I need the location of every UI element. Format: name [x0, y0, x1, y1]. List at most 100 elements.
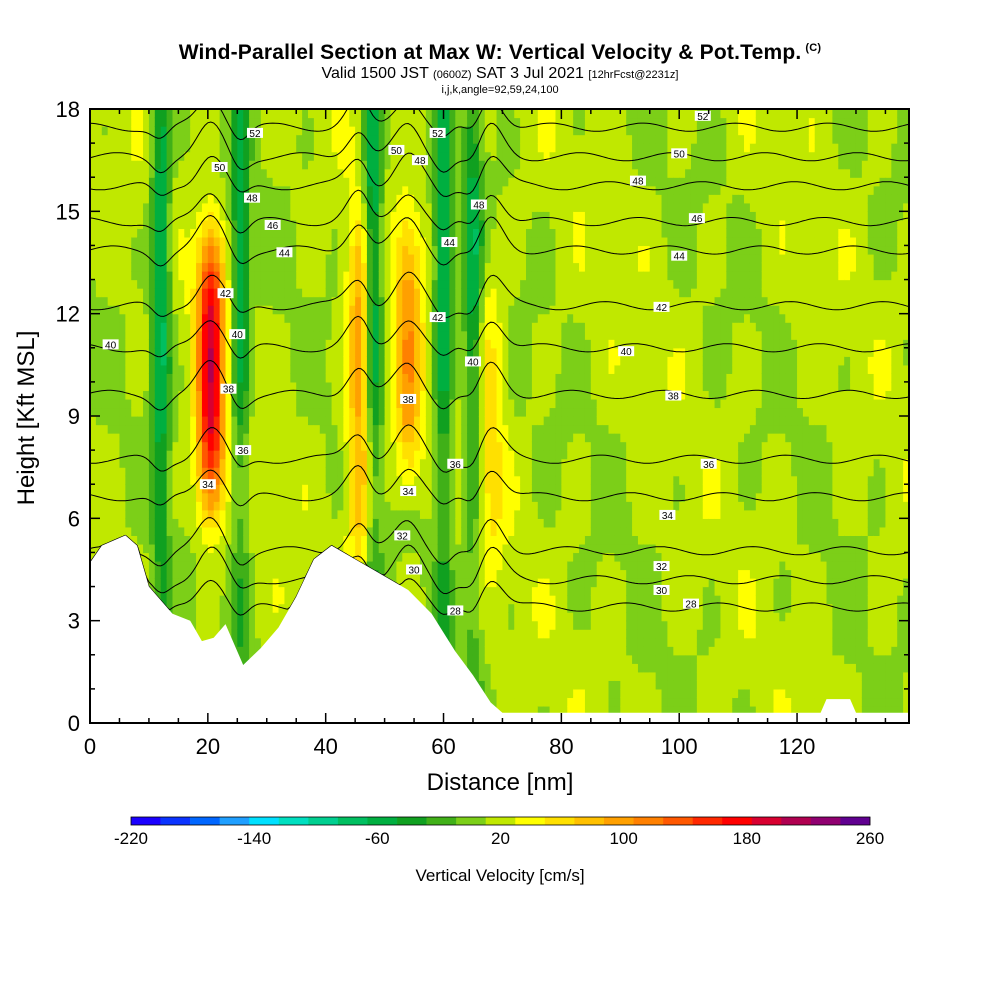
field-cell [107, 296, 115, 306]
field-cell [437, 433, 445, 443]
field-cell [419, 595, 427, 605]
field-cell [107, 509, 115, 519]
field-cell [308, 364, 315, 374]
field-cell [490, 629, 498, 639]
field-cell [390, 288, 397, 298]
field-cell [148, 501, 156, 511]
field-cell [184, 219, 191, 229]
field-cell [372, 143, 380, 153]
field-cell [160, 245, 168, 255]
field-cell [331, 458, 339, 468]
field-cell [219, 126, 227, 136]
field-cell [278, 390, 286, 400]
field-cell [178, 305, 185, 315]
field-cell [213, 126, 221, 136]
field-cell [355, 134, 362, 144]
field-cell [107, 347, 115, 357]
field-cell [443, 535, 451, 545]
field-cell [484, 637, 492, 647]
field-cell [249, 552, 256, 562]
field-cell [337, 177, 344, 187]
field-cell [272, 526, 280, 536]
field-cell [196, 117, 203, 127]
field-cell [331, 467, 339, 477]
field-cell [284, 586, 291, 596]
field-cell [172, 501, 179, 511]
field-cell [125, 109, 132, 119]
field-cell [455, 381, 462, 392]
field-cell [461, 143, 468, 153]
field-cell [419, 492, 427, 502]
field-cell [337, 467, 344, 477]
field-cell [490, 347, 498, 357]
field-cell [154, 271, 162, 281]
field-cell [101, 484, 109, 494]
field-cell [137, 134, 144, 144]
field-cell [319, 288, 327, 298]
field-cell [131, 194, 138, 204]
field-cell [143, 296, 150, 306]
field-cell [372, 552, 380, 562]
field-cell [408, 373, 415, 383]
field-cell [190, 194, 197, 204]
field-cell [461, 168, 468, 178]
field-cell [284, 347, 291, 357]
field-cell [225, 509, 233, 519]
field-cell [325, 330, 333, 340]
field-cell [231, 390, 238, 400]
field-cell [201, 416, 209, 426]
field-cell [90, 168, 97, 178]
field-cell [325, 356, 333, 366]
field-cell [119, 501, 126, 511]
field-cell [278, 441, 286, 451]
field-cell [355, 416, 362, 426]
field-cell [437, 390, 445, 400]
field-cell [414, 501, 421, 511]
field-cell [349, 313, 356, 323]
field-cell [355, 407, 362, 417]
field-cell [154, 407, 162, 417]
field-cell [390, 134, 397, 144]
field-cell [467, 296, 474, 306]
field-cell [178, 450, 185, 460]
field-cell [325, 185, 333, 195]
field-cell [390, 467, 397, 477]
field-cell [325, 253, 333, 264]
field-cell [95, 330, 103, 340]
field-cell [225, 475, 233, 485]
field-cell [366, 330, 374, 340]
field-cell [272, 569, 280, 579]
field-cell [107, 441, 115, 451]
field-cell [290, 228, 297, 238]
field-cell [260, 526, 268, 536]
field-cell [137, 126, 144, 136]
field-cell [219, 211, 227, 221]
field-cell [437, 484, 445, 494]
field-cell [408, 322, 415, 332]
field-cell [461, 535, 468, 545]
field-cell [378, 458, 386, 468]
field-cell [272, 390, 280, 400]
field-cell [355, 364, 362, 374]
field-cell [201, 296, 209, 306]
field-cell [125, 262, 132, 272]
field-cell [143, 347, 150, 357]
field-cell [101, 288, 109, 298]
field-cell [467, 288, 474, 298]
field-cell [425, 279, 433, 289]
field-cell [143, 492, 150, 502]
field-cell [402, 322, 409, 332]
field-cell [484, 202, 492, 212]
field-cell [160, 236, 168, 247]
field-cell [95, 526, 103, 536]
field-cell [361, 450, 368, 460]
field-cell [467, 416, 474, 426]
field-cell [449, 390, 456, 400]
field-cell [308, 151, 315, 161]
field-cell [484, 134, 492, 144]
field-cell [101, 305, 109, 315]
field-cell [372, 535, 380, 545]
field-cell [243, 245, 250, 255]
field-cell [355, 501, 362, 511]
field-cell [296, 475, 303, 485]
